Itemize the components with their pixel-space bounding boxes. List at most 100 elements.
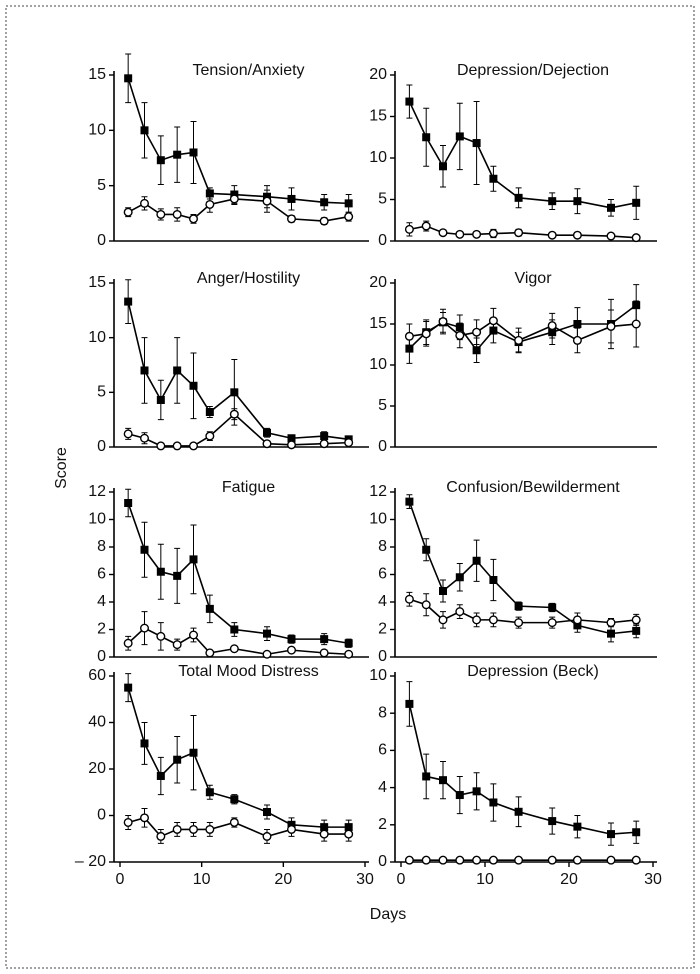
y-tick-label: 20 (369, 274, 387, 291)
marker (439, 162, 447, 171)
marker (139, 623, 149, 633)
marker (189, 148, 198, 157)
y-tick-label: 10 (369, 356, 387, 373)
y-tick-label: 12 (369, 483, 387, 500)
marker (547, 855, 557, 865)
marker (140, 545, 149, 554)
marker (229, 409, 239, 419)
marker (572, 230, 582, 240)
marker (488, 229, 498, 239)
marker (189, 381, 198, 390)
marker (631, 855, 641, 865)
marker (319, 648, 329, 658)
marker (405, 497, 414, 506)
marker (632, 626, 641, 635)
marker (344, 649, 354, 659)
y-tick-label: 60 (88, 667, 106, 684)
marker (344, 829, 354, 839)
marker (472, 615, 482, 625)
marker (455, 229, 465, 239)
marker (205, 189, 214, 198)
marker (156, 631, 166, 641)
marker (230, 625, 239, 634)
y-tick-label: 10 (88, 329, 106, 346)
y-tick-label: 0 (378, 232, 387, 249)
marker (488, 316, 498, 326)
marker (514, 228, 524, 238)
panel-title: Fatigue (222, 479, 275, 496)
marker (319, 216, 329, 226)
marker (488, 615, 498, 625)
marker (287, 645, 297, 655)
marker (514, 335, 524, 345)
marker (319, 439, 329, 449)
y-tick-label: 4 (378, 779, 387, 796)
marker (573, 320, 582, 328)
marker (287, 824, 297, 834)
marker (548, 603, 557, 612)
panel-title: Total Mood Distress (178, 663, 319, 680)
marker (123, 817, 133, 827)
panel-title: Tension/Anxiety (192, 62, 304, 79)
y-tick-label: 6 (378, 566, 387, 583)
marker (188, 441, 198, 451)
marker (262, 439, 272, 449)
marker (455, 330, 465, 340)
marker (472, 139, 481, 148)
marker (405, 97, 414, 106)
y-tick-label: 8 (378, 538, 387, 555)
marker (455, 855, 465, 865)
y-tick-label: 2 (378, 621, 387, 638)
marker (139, 813, 149, 823)
y-tick-label: 10 (88, 122, 106, 139)
marker (632, 198, 641, 207)
panel-title: Depression (Beck) (467, 663, 599, 680)
marker (140, 739, 149, 748)
marker (455, 573, 464, 582)
marker (548, 197, 557, 206)
marker (405, 699, 414, 708)
marker (262, 831, 272, 841)
marker (319, 829, 329, 839)
marker (472, 346, 481, 355)
marker (421, 600, 431, 610)
marker (455, 132, 464, 141)
marker (439, 587, 447, 595)
y-tick-label: 5 (97, 384, 106, 401)
marker (156, 567, 165, 576)
marker (123, 638, 133, 648)
marker (489, 798, 498, 807)
marker (172, 209, 182, 219)
marker (188, 824, 198, 834)
y-tick-label: – 20 (75, 853, 106, 870)
y-tick-label: 15 (369, 315, 387, 332)
x-tick-label: 30 (356, 871, 374, 888)
x-tick-label: 10 (476, 871, 494, 888)
marker (439, 776, 447, 785)
y-tick-label: 15 (88, 274, 106, 291)
marker (262, 649, 272, 659)
marker (547, 321, 557, 331)
panel-title: Confusion/Bewilderment (446, 479, 620, 496)
marker (263, 808, 271, 817)
marker (262, 196, 272, 206)
y-tick-label: 12 (88, 483, 106, 500)
y-tick-label: 10 (369, 511, 387, 528)
panel-title: Depression/Dejection (457, 62, 609, 79)
marker (189, 748, 198, 757)
marker (320, 432, 329, 441)
y-tick-label: 10 (369, 149, 387, 166)
x-tick-label: 20 (274, 871, 292, 888)
marker (205, 824, 215, 834)
marker (287, 635, 296, 644)
marker (230, 388, 239, 397)
marker (173, 755, 182, 764)
marker (572, 855, 582, 865)
marker (229, 644, 239, 654)
marker (320, 198, 329, 207)
marker (472, 855, 482, 865)
y-tick-label: 0 (97, 648, 106, 665)
y-tick-label: 6 (378, 742, 387, 759)
marker (607, 629, 615, 638)
marker (229, 194, 239, 204)
